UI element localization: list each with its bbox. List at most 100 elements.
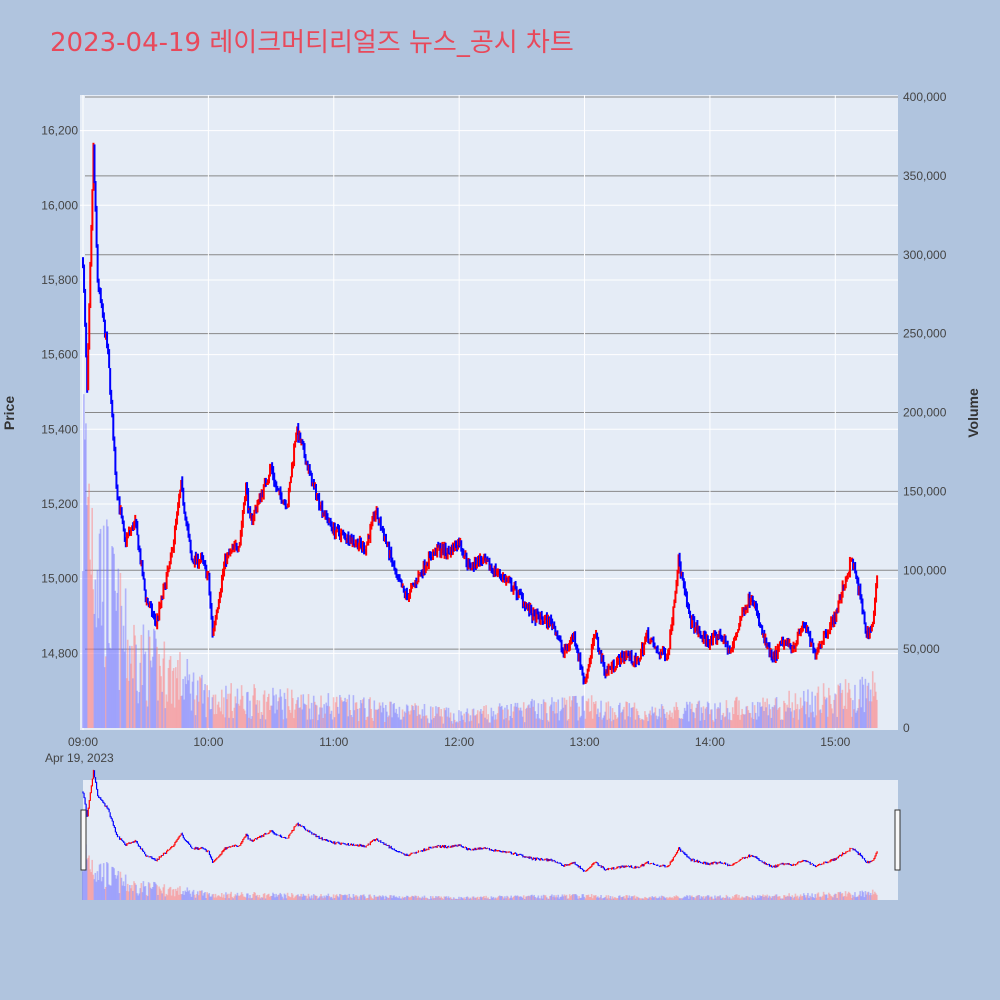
volume-bar: [607, 701, 610, 728]
volume-bar: [654, 707, 657, 728]
volume-bar: [550, 704, 552, 728]
mini-volume-bar: [439, 897, 441, 900]
mini-volume-bar: [382, 896, 385, 900]
mini-volume-bar: [809, 895, 811, 900]
volume-bar: [104, 656, 107, 728]
mini-volume-bar: [813, 898, 816, 900]
mini-volume-bar: [114, 874, 116, 900]
volume-bar: [761, 706, 763, 728]
volume-bar: [647, 721, 649, 728]
mini-volume-bar: [493, 898, 496, 900]
mini-volume-bar: [109, 885, 111, 900]
volume-bar: [347, 716, 349, 728]
volume-bar: [447, 707, 450, 728]
mini-volume-bar: [82, 871, 84, 900]
volume-bar: [834, 693, 836, 728]
volume-bar: [82, 571, 84, 728]
mini-volume-bar: [230, 891, 232, 900]
mini-volume-bar: [806, 895, 808, 900]
volume-bar: [359, 700, 362, 728]
mini-volume-bar: [192, 889, 195, 900]
volume-bar: [662, 708, 665, 728]
mini-volume-bar: [358, 896, 361, 900]
mini-volume-bar: [437, 896, 439, 900]
volume-bar: [812, 711, 814, 728]
mini-volume-bar: [871, 889, 874, 900]
mini-volume-bar: [489, 899, 492, 900]
volume-bar: [867, 682, 870, 728]
mini-volume-bar: [456, 898, 458, 900]
mini-volume-bar: [401, 896, 404, 900]
volume-bar: [284, 699, 287, 728]
volume-bar: [148, 636, 151, 728]
mini-volume-bar: [626, 895, 628, 900]
volume-bar: [656, 719, 659, 728]
volume-bar: [193, 699, 196, 728]
range-slider-left-handle[interactable]: [80, 809, 87, 871]
mini-volume-bar: [219, 896, 222, 900]
range-slider-right-handle[interactable]: [894, 809, 901, 871]
mini-volume-bar: [656, 898, 659, 900]
volume-bar: [330, 710, 333, 728]
mini-volume-bar: [289, 897, 292, 900]
volume-bar: [274, 713, 276, 728]
volume-bar: [698, 700, 701, 728]
volume-bar: [492, 711, 495, 728]
volume-bar: [854, 684, 856, 728]
mini-volume-bar: [325, 895, 328, 900]
mini-volume-bar: [507, 896, 509, 900]
mini-volume-bar: [627, 897, 630, 900]
volume-bar: [759, 702, 761, 728]
volume-tick-label: 350,000: [903, 169, 947, 183]
mini-volume-bar: [295, 895, 297, 900]
mini-volume-bar: [396, 897, 399, 900]
mini-volume-bar: [381, 895, 384, 900]
volume-bar: [303, 703, 306, 728]
volume-bar: [153, 628, 155, 728]
volume-bar: [353, 710, 356, 728]
mini-volume-bar: [313, 895, 316, 900]
mini-volume-bar: [102, 863, 105, 900]
volume-bar: [349, 709, 352, 728]
volume-bar: [374, 709, 377, 728]
volume-bar: [315, 704, 317, 728]
volume-bar: [165, 694, 168, 728]
mini-volume-bar: [563, 894, 566, 900]
mini-volume-bar: [301, 896, 304, 900]
volume-bar: [106, 519, 108, 728]
volume-bar: [716, 708, 718, 728]
volume-bar: [577, 720, 579, 728]
mini-volume-bar: [258, 894, 261, 900]
volume-bar: [768, 704, 771, 728]
volume-bar: [776, 709, 779, 728]
mini-volume-bar: [231, 896, 234, 900]
volume-bar: [453, 719, 456, 728]
mini-volume-bar: [328, 896, 331, 900]
volume-bar: [185, 684, 188, 728]
mini-volume-bar: [683, 896, 686, 900]
volume-bar: [265, 701, 268, 728]
volume-tick-label: 100,000: [903, 563, 947, 577]
volume-bar: [450, 721, 453, 728]
mini-volume-bar: [331, 898, 334, 900]
volume-bar: [409, 714, 411, 728]
volume-bar: [566, 720, 569, 728]
volume-bar: [482, 710, 484, 728]
volume-bar: [471, 709, 474, 728]
mini-volume-bar: [459, 898, 461, 900]
mini-volume-bar: [853, 896, 855, 900]
mini-volume-bar: [775, 894, 778, 900]
volume-bar: [295, 703, 297, 728]
volume-bar: [648, 713, 650, 728]
range-slider[interactable]: [80, 769, 901, 900]
volume-bar: [199, 676, 201, 728]
volume-bar: [399, 719, 402, 728]
volume-bar: [746, 705, 749, 728]
mini-volume-bar: [208, 893, 211, 900]
volume-bar: [685, 701, 688, 728]
volume-bar: [819, 709, 822, 728]
mini-volume-bar: [750, 898, 753, 900]
volume-bar: [632, 707, 635, 728]
volume-bar: [638, 718, 641, 728]
volume-bar: [872, 696, 875, 728]
